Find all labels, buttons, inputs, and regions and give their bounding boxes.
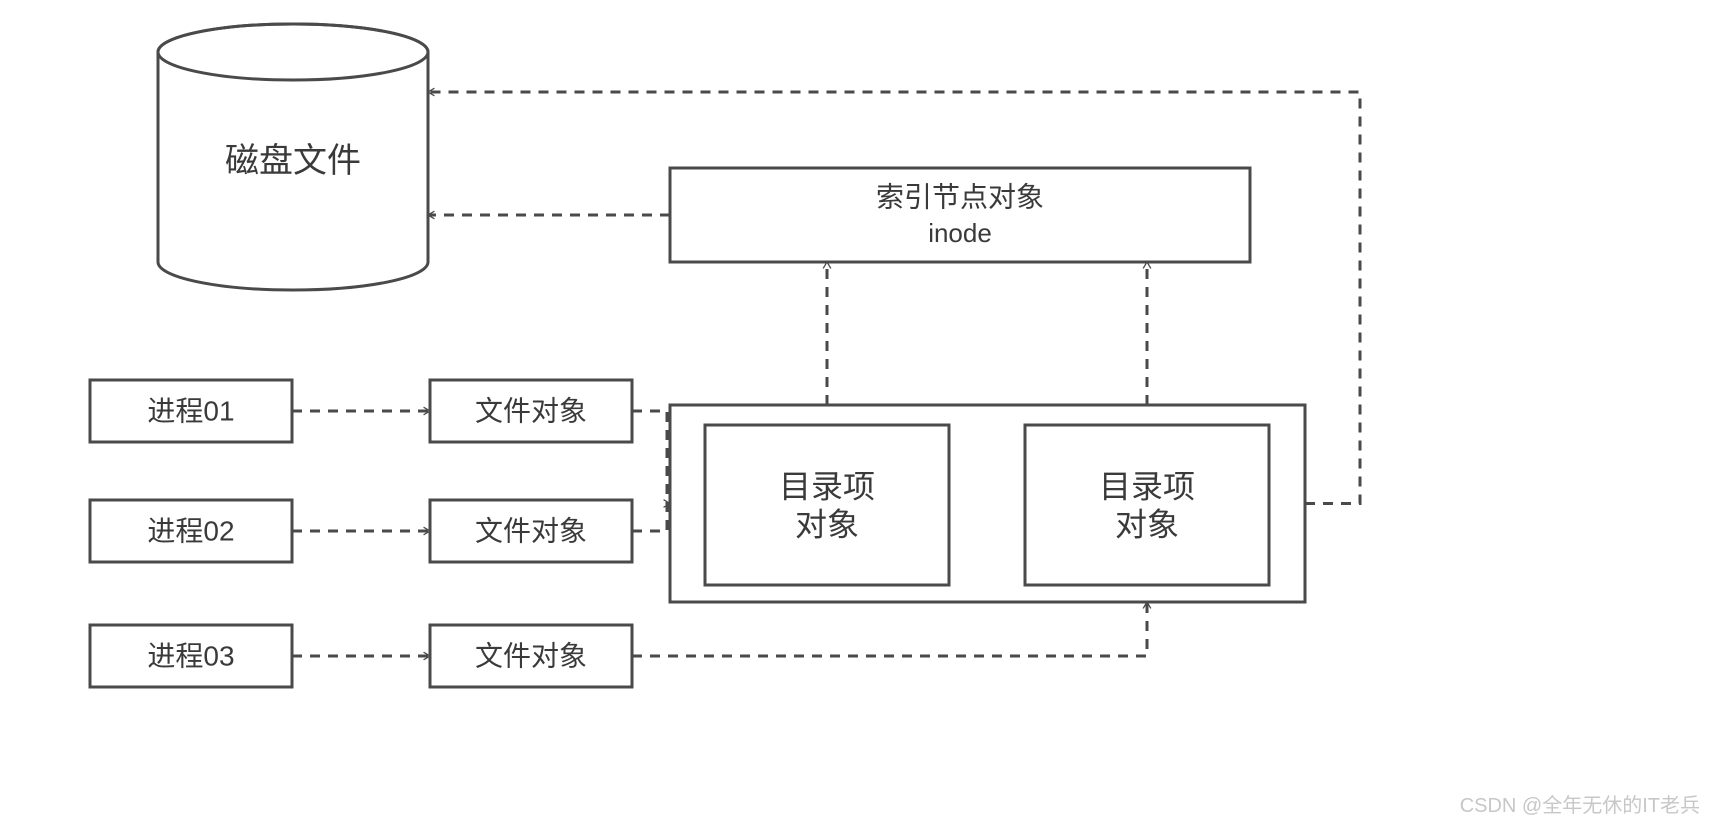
process-box-1: 进程02 — [90, 500, 292, 562]
svg-text:目录项: 目录项 — [1099, 468, 1195, 504]
file-box-label: 文件对象 — [475, 640, 587, 671]
dentry-box-0: 目录项对象 — [705, 425, 949, 585]
watermark-text: CSDN @全年无休的IT老兵 — [1460, 794, 1700, 817]
edge-file0-join — [632, 411, 667, 531]
disk-cylinder: 磁盘文件 — [158, 24, 428, 290]
edge-file2-to-dentry1 — [632, 602, 1147, 656]
process-box-label: 进程02 — [147, 515, 234, 546]
dentry-box-1: 目录项对象 — [1025, 425, 1269, 585]
file-box-2: 文件对象 — [430, 625, 632, 687]
edge-files-to-dentry-container — [632, 504, 670, 532]
file-box-label: 文件对象 — [475, 515, 587, 546]
process-box-label: 进程01 — [147, 395, 234, 426]
process-box-0: 进程01 — [90, 380, 292, 442]
process-box-2: 进程03 — [90, 625, 292, 687]
file-box-1: 文件对象 — [430, 500, 632, 562]
disk-label: 磁盘文件 — [225, 142, 361, 180]
inode-label-bottom: inode — [928, 218, 992, 248]
inode-box: 索引节点对象 inode — [670, 168, 1250, 262]
file-box-0: 文件对象 — [430, 380, 632, 442]
file-box-label: 文件对象 — [475, 395, 587, 426]
inode-label-top: 索引节点对象 — [876, 181, 1044, 212]
svg-text:目录项: 目录项 — [779, 468, 875, 504]
svg-text:对象: 对象 — [1115, 506, 1179, 542]
svg-text:对象: 对象 — [795, 506, 859, 542]
process-box-label: 进程03 — [147, 640, 234, 671]
